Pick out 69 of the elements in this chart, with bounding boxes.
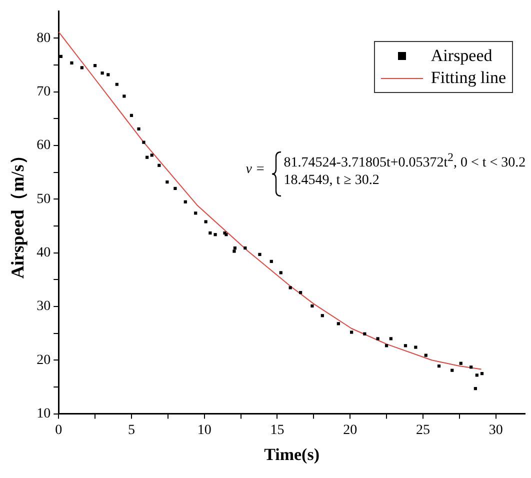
point xyxy=(204,220,208,224)
point xyxy=(146,156,149,159)
point xyxy=(233,246,237,250)
x-tick-label: 10 xyxy=(197,422,212,438)
y-tick-label: 10 xyxy=(36,406,51,422)
point xyxy=(480,372,484,376)
point xyxy=(150,154,154,157)
point xyxy=(158,164,161,167)
annotation: v = xyxy=(246,162,265,178)
point xyxy=(194,212,198,215)
point xyxy=(137,127,140,130)
point xyxy=(244,246,247,250)
point xyxy=(424,354,428,357)
x-tick-label: 5 xyxy=(128,422,135,438)
x-tick-label: 15 xyxy=(270,422,284,438)
legend-label: Fitting line xyxy=(430,67,506,90)
annotation: 81.74524-3.71805t+0.05372t$^{2}$, 0 < t < 30.2 xyxy=(284,151,526,172)
y-tick-label: 70 xyxy=(36,84,51,100)
annotation: 18.4549, t ≥ 30.2 xyxy=(284,173,380,190)
point xyxy=(174,186,177,190)
x-tick-label: 0 xyxy=(55,422,62,438)
point xyxy=(376,337,380,340)
y-tick-label: 60 xyxy=(36,138,51,154)
point xyxy=(437,364,441,368)
point xyxy=(350,330,354,334)
legend-label: Airspeed xyxy=(430,45,492,68)
x-tick-label: 20 xyxy=(343,422,358,438)
point xyxy=(208,231,212,235)
point xyxy=(106,73,110,76)
point xyxy=(459,362,462,365)
y-tick-label: 40 xyxy=(36,246,51,261)
point xyxy=(389,337,392,340)
point xyxy=(450,368,454,372)
y-axis-title: Airspeed（m/s） xyxy=(7,146,28,279)
point xyxy=(115,82,118,86)
point xyxy=(122,94,126,98)
point xyxy=(100,72,104,75)
point xyxy=(474,387,477,390)
point xyxy=(130,114,134,118)
x-tick-label: 30 xyxy=(488,422,503,438)
point xyxy=(384,344,388,348)
point xyxy=(288,286,292,290)
point xyxy=(258,252,262,256)
point xyxy=(320,314,324,318)
point xyxy=(142,140,146,144)
point xyxy=(470,366,473,369)
point xyxy=(279,271,282,274)
point xyxy=(80,66,84,70)
point xyxy=(310,304,314,308)
point xyxy=(404,344,408,348)
point xyxy=(70,61,74,64)
point xyxy=(184,200,187,204)
point xyxy=(93,64,97,68)
point xyxy=(232,250,236,253)
y-tick-label: 80 xyxy=(36,30,51,46)
x-tick-label: 25 xyxy=(416,422,430,438)
point xyxy=(475,374,478,377)
point xyxy=(336,322,340,326)
point xyxy=(59,54,62,58)
point xyxy=(363,332,366,336)
point xyxy=(214,233,217,236)
point xyxy=(298,290,302,294)
y-tick-label: 30 xyxy=(36,299,51,314)
point xyxy=(414,346,418,349)
point xyxy=(270,260,273,263)
point xyxy=(166,180,169,184)
y-tick-label: 20 xyxy=(36,352,51,368)
x-axis-title: Time(s) xyxy=(264,445,320,464)
y-tick-label: 50 xyxy=(36,192,51,207)
